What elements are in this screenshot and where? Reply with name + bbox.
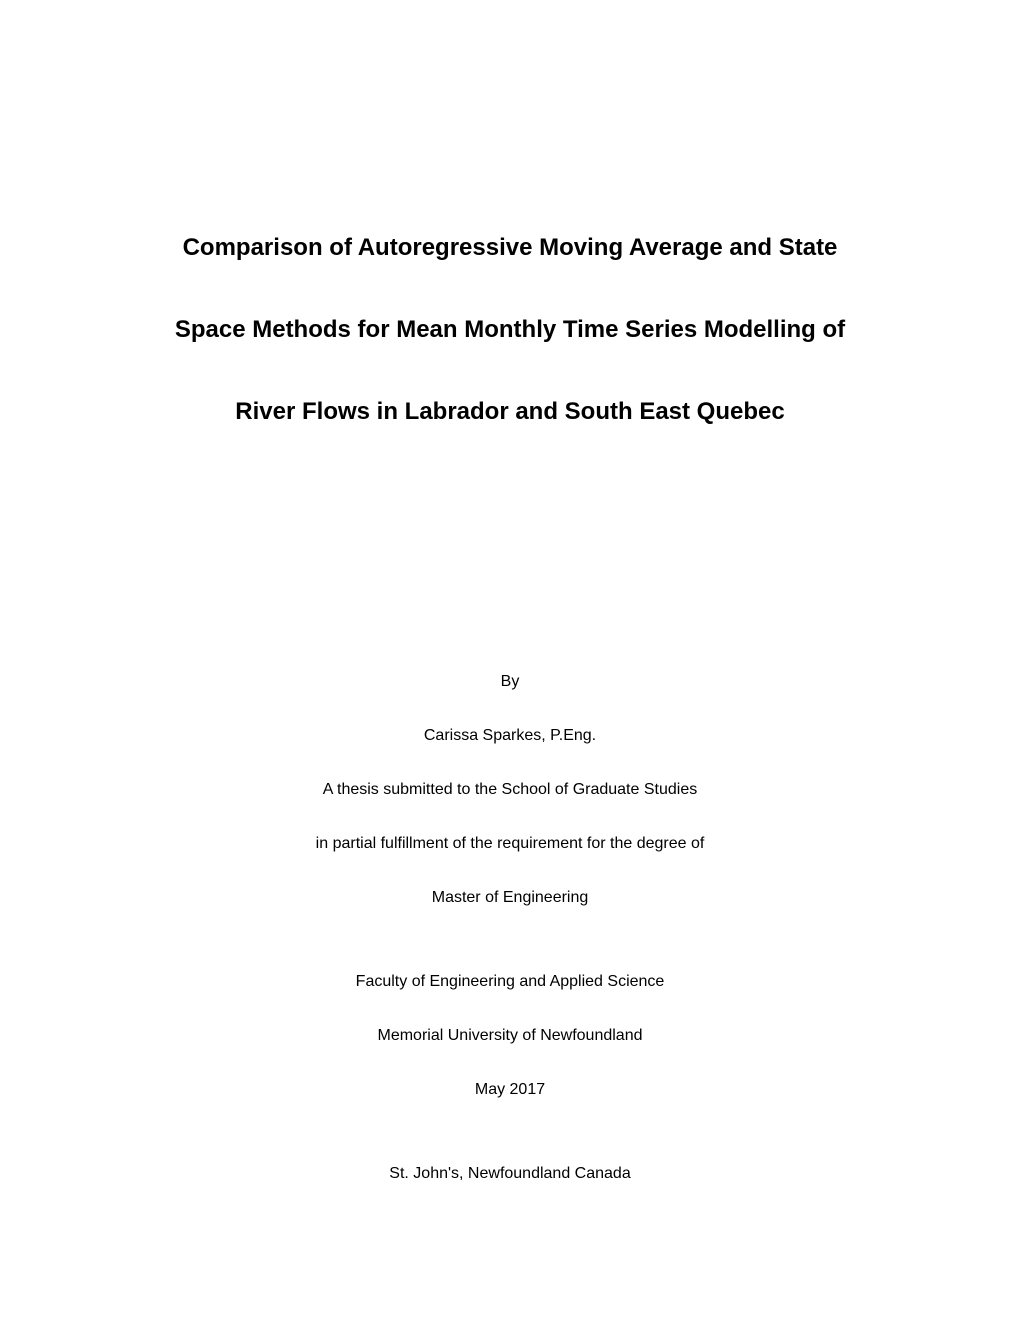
university-text: Memorial University of Newfoundland — [110, 1024, 910, 1048]
thesis-title: Comparison of Autoregressive Moving Aver… — [110, 230, 910, 430]
title-line-1: Comparison of Autoregressive Moving Aver… — [110, 230, 910, 266]
title-line-2: Space Methods for Mean Monthly Time Seri… — [110, 312, 910, 348]
title-line-3: River Flows in Labrador and South East Q… — [110, 394, 910, 430]
author-name: Carissa Sparkes, P.Eng. — [110, 724, 910, 748]
degree-text: Master of Engineering — [110, 886, 910, 910]
date-text: May 2017 — [110, 1078, 910, 1102]
location-text: St. John's, Newfoundland Canada — [110, 1162, 910, 1186]
fulfillment-text: in partial fulfillment of the requiremen… — [110, 832, 910, 856]
location-section: St. John's, Newfoundland Canada — [110, 1162, 910, 1186]
faculty-section: Faculty of Engineering and Applied Scien… — [110, 970, 910, 1102]
submission-text: A thesis submitted to the School of Grad… — [110, 778, 910, 802]
department-text: Faculty of Engineering and Applied Scien… — [110, 970, 910, 994]
by-label: By — [110, 670, 910, 694]
byline-section: By Carissa Sparkes, P.Eng. A thesis subm… — [110, 670, 910, 910]
